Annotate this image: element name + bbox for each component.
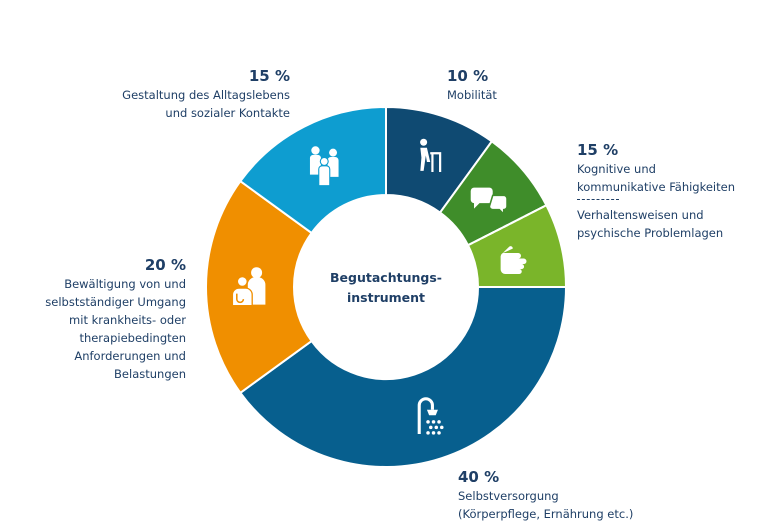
percent-gestaltung: 15 %: [248, 67, 290, 85]
text-selbstversorgung: Selbstversorgung (Körperpflege, Ernährun…: [458, 489, 634, 521]
text-mobilitaet: Mobilität: [447, 88, 497, 102]
slice-3: [238, 286, 568, 468]
percent-kognitive: 15 %: [577, 141, 619, 159]
percent-mobilitaet: 10 %: [447, 67, 489, 85]
label-verhalten: Verhaltensweisen und psychische Probleml…: [577, 206, 767, 242]
label-mobilitaet: 10 % Mobilität: [447, 66, 597, 104]
label-bewaeltigung: 20 % Bewältigung von und selbstständiger…: [30, 255, 186, 383]
label-kognitive: 15 % Kognitive und kommunikative Fähigke…: [577, 140, 767, 196]
center-label: Begutachtungs- instrument: [330, 270, 442, 305]
doctor-patient-icon: [231, 267, 266, 307]
text-gestaltung: Gestaltung des Alltagslebens und soziale…: [122, 88, 290, 120]
label-selbstversorgung: 40 % Selbstversorgung (Körperpflege, Ern…: [458, 467, 758, 523]
text-kognitive: Kognitive und kommunikative Fähigkeiten: [577, 162, 735, 194]
donut-chart: [205, 105, 568, 468]
text-verhalten: Verhaltensweisen und psychische Probleml…: [577, 208, 724, 240]
label-gestaltung: 15 % Gestaltung des Alltagslebens und so…: [100, 66, 290, 122]
percent-bewaeltigung: 20 %: [144, 256, 186, 274]
walker-person-icon: [420, 138, 442, 172]
people-group-icon: [309, 146, 339, 187]
slice-separator-dashed: [467, 204, 547, 247]
dashed-divider: [577, 199, 619, 200]
hand-icon: [500, 246, 527, 274]
text-bewaeltigung: Bewältigung von und selbstständiger Umga…: [45, 277, 186, 381]
percent-selbstversorgung: 40 %: [458, 468, 500, 486]
shower-icon: [417, 397, 444, 435]
speech-bubbles-icon: [470, 187, 508, 216]
